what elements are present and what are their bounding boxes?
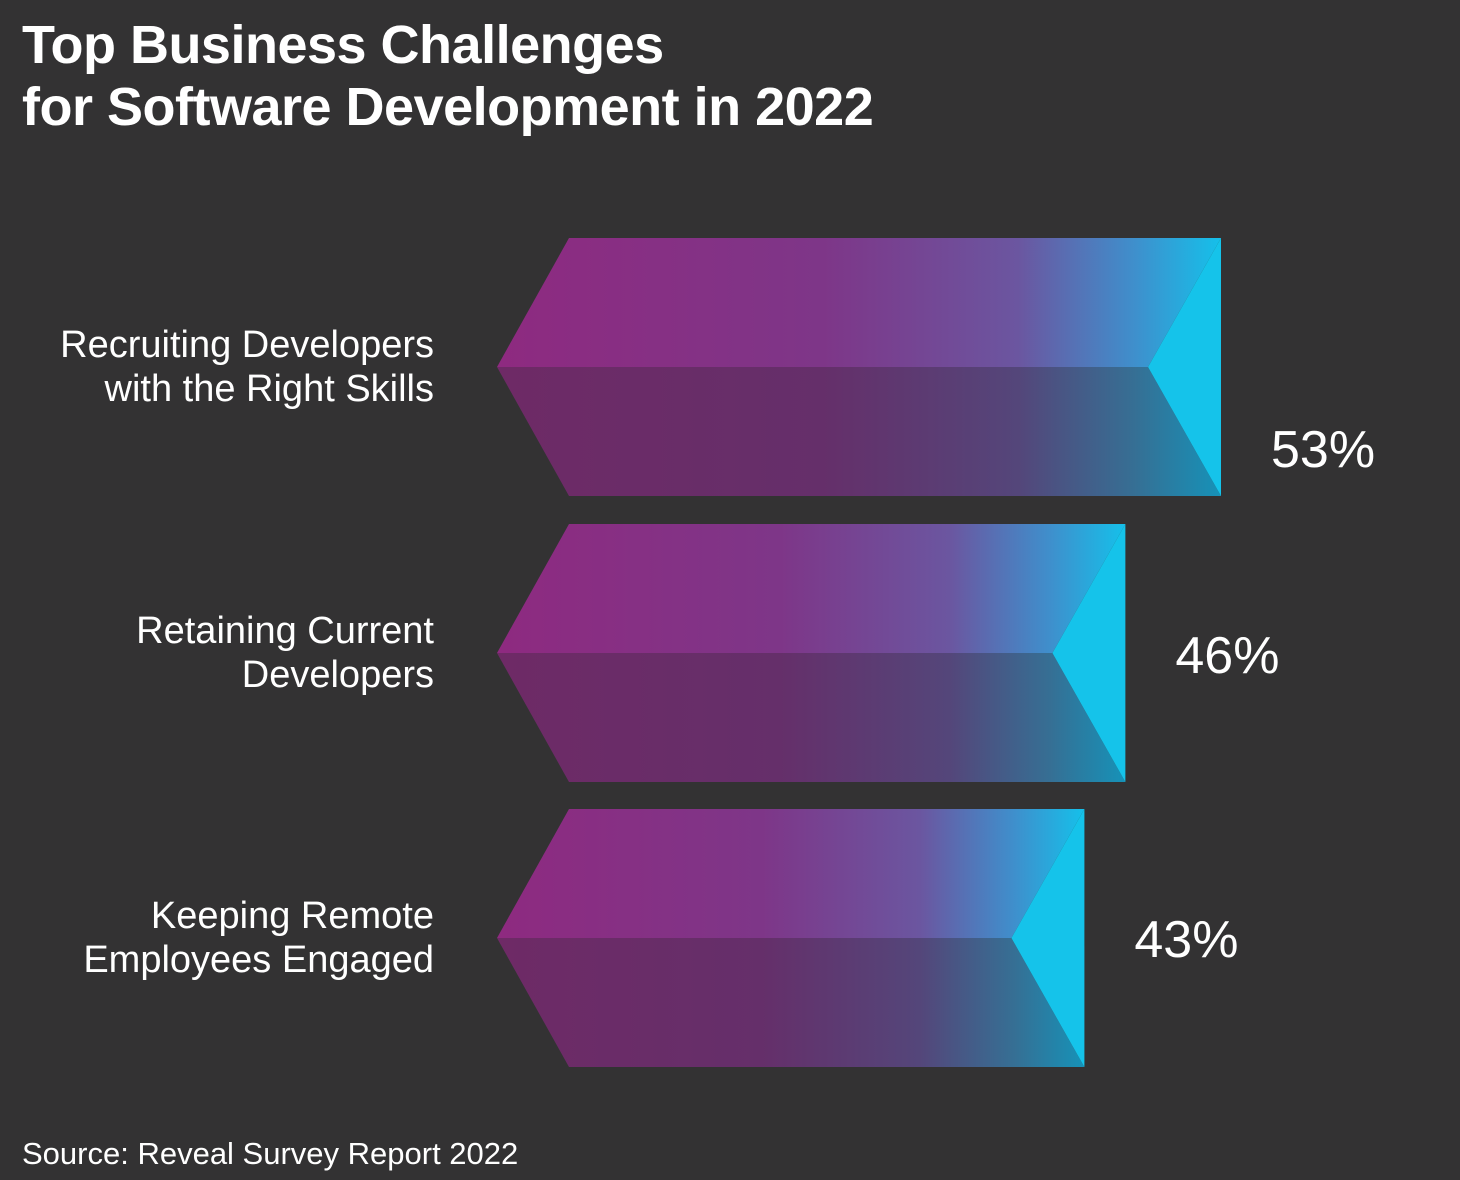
chart-title: Top Business Challenges for Software Dev…: [22, 14, 874, 138]
value-label: 46%: [1175, 627, 1279, 685]
category-labels-group: Recruiting Developers with the Right Skil…: [60, 324, 434, 981]
category-label: Retaining Current Developers: [136, 610, 434, 696]
chart-title-line-2: for Software Development in 2022: [22, 77, 874, 137]
category-label-line: with the Right Skills: [104, 368, 434, 410]
category-label: Recruiting Developers with the Right Skil…: [60, 324, 434, 410]
bar: [497, 524, 1126, 782]
bar-end-cap: [1052, 524, 1126, 782]
bar-top-face: [497, 524, 1126, 653]
bar: [497, 238, 1221, 496]
category-label: Keeping Remote Employees Engaged: [83, 895, 434, 981]
bar-bottom-face: [497, 938, 1085, 1067]
category-label-line: Employees Engaged: [83, 939, 434, 981]
category-label-line: Developers: [242, 654, 434, 696]
category-label-line: Retaining Current: [136, 610, 434, 652]
bar-bottom-face: [497, 653, 1126, 782]
bar-end-cap: [1011, 809, 1085, 1067]
category-label-line: Keeping Remote: [151, 895, 434, 937]
bar-bottom-face: [497, 367, 1221, 496]
value-label: 43%: [1134, 911, 1238, 969]
bar-end-cap: [1148, 238, 1221, 496]
category-label-line: Recruiting Developers: [60, 324, 434, 366]
chart-title-line-1: Top Business Challenges: [22, 15, 664, 75]
value-labels-group: 53% 46% 43%: [1134, 421, 1375, 969]
bars-group: [497, 238, 1221, 1067]
source-note: Source: Reveal Survey Report 2022: [22, 1136, 519, 1171]
value-label: 53%: [1271, 421, 1375, 479]
bar-top-face: [497, 238, 1221, 367]
bar: [497, 809, 1085, 1067]
bar-top-face: [497, 809, 1085, 938]
